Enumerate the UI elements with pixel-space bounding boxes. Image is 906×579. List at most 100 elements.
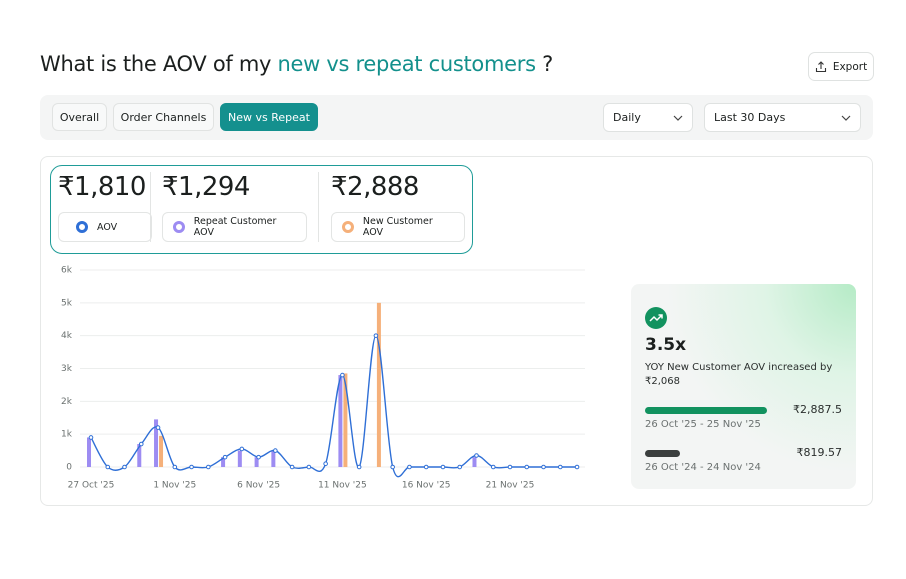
chart: 0 1k 2k 3k 4k 5k 6k 27 Oct '25 1 Nov '25 6 Nov '2… [61,266,585,491]
legend-item[interactable]: Repeat Customer AOV [162,212,307,242]
export-button[interactable]: Export [808,52,874,81]
y-tick-label: 4k [61,331,73,341]
dropdown-label: Daily [613,111,641,124]
tab[interactable]: Order Channels [113,103,214,131]
line [90,334,578,478]
line-point [440,464,446,470]
bar [343,373,348,467]
line-point [407,464,412,470]
bar [338,375,343,467]
title-text: ? [542,52,553,76]
line-point [289,464,295,470]
line-point [356,464,362,470]
kpi-group [50,165,473,254]
line-point [306,464,312,470]
insight-multiplier: 3.5x [645,335,687,355]
insight-card: 3.5x YOY New Customer AOV increased by ₹… [631,284,856,489]
legend-dot [76,221,88,233]
export-icon [815,60,826,72]
legend-item[interactable]: New Customer AOV [331,212,465,242]
legend-label: Repeat Customer AOV [193,216,277,238]
line-point [490,464,496,470]
line-point [474,453,479,458]
line-point [239,446,245,452]
chart-card [40,156,873,506]
x-tick-label: 6 Nov '25 [237,481,280,491]
y-tick-label: 5k [61,298,73,308]
line-point [122,464,127,470]
line-point [222,454,228,460]
x-tick-label: 1 Nov '25 [153,481,196,491]
line-point [524,464,530,470]
x-tick-label: 27 Oct '25 [68,481,115,491]
bar [154,419,159,467]
bar [159,435,164,467]
line-point [507,464,513,470]
x-tick-label: 21 Nov '25 [486,481,535,491]
line-point [390,464,395,470]
title-highlight: new vs repeat customers [277,52,536,76]
line-point [340,372,345,378]
line-point [273,448,278,453]
line-point [172,464,178,470]
line-point [423,464,429,470]
period-label: 26 Oct '24 - 24 Nov '24 [645,462,761,473]
divider [150,172,151,242]
kpi-value: ₹2,888 [331,172,419,202]
legend-dot [173,221,185,233]
kpi-value: ₹1,294 [162,172,250,202]
title-text: What is the AOV of my [40,52,272,76]
x-tick-label: 11 Nov '25 [318,481,367,491]
line-point [155,425,161,430]
progress-bar [645,450,680,457]
page-title: What is the AOV of my new vs repeat cust… [40,52,553,76]
period-label: 26 Oct '25 - 25 Nov '25 [645,419,761,430]
bar [87,437,91,467]
legend-dot [342,221,354,233]
tab-active[interactable]: New vs Repeat [220,103,318,131]
legend-label: AOV [97,221,118,233]
line-point [457,464,463,470]
legend-item[interactable]: AOV [58,212,152,242]
legend-label: New Customer AOV [362,216,433,238]
y-tick-label: 1k [61,430,73,440]
line-point [206,464,211,470]
chevron [841,115,851,121]
bar [137,444,142,467]
x-tick-label: 16 Nov '25 [402,481,451,491]
bar [472,457,477,467]
line-point [256,454,261,460]
chevron [673,115,683,121]
bar [376,302,381,467]
line-point [373,333,379,338]
line-point [88,435,94,440]
line-point [541,464,546,470]
line-point [189,464,194,470]
kpi-value: ₹1,810 [58,172,146,202]
dropdown-label: Last 30 Days [714,111,786,124]
progress-bar [645,407,767,414]
progress-value: ₹819.57 [796,446,843,459]
y-tick-label: 3k [61,364,73,374]
y-tick-label: 0 [66,463,72,473]
line-point [574,464,580,470]
line-point [557,464,563,470]
divider [318,172,319,242]
dropdown[interactable]: Daily [603,103,693,132]
button-label: Export [832,60,868,73]
tab[interactable]: Overall [52,103,107,131]
line-point [323,461,328,467]
dropdown[interactable]: Last 30 Days [704,103,861,132]
progress-value: ₹2,887.5 [793,403,842,416]
bar [271,450,276,467]
bar [237,450,242,467]
line-point [138,441,144,447]
y-tick-label: 2k [61,397,73,407]
bar [221,457,226,467]
line-point [105,464,111,470]
trend-icon [645,307,667,329]
insight-text: YOY New Customer AOV increased by ₹2,068 [645,362,833,387]
y-tick-label: 6k [61,266,73,276]
bar [254,457,259,467]
